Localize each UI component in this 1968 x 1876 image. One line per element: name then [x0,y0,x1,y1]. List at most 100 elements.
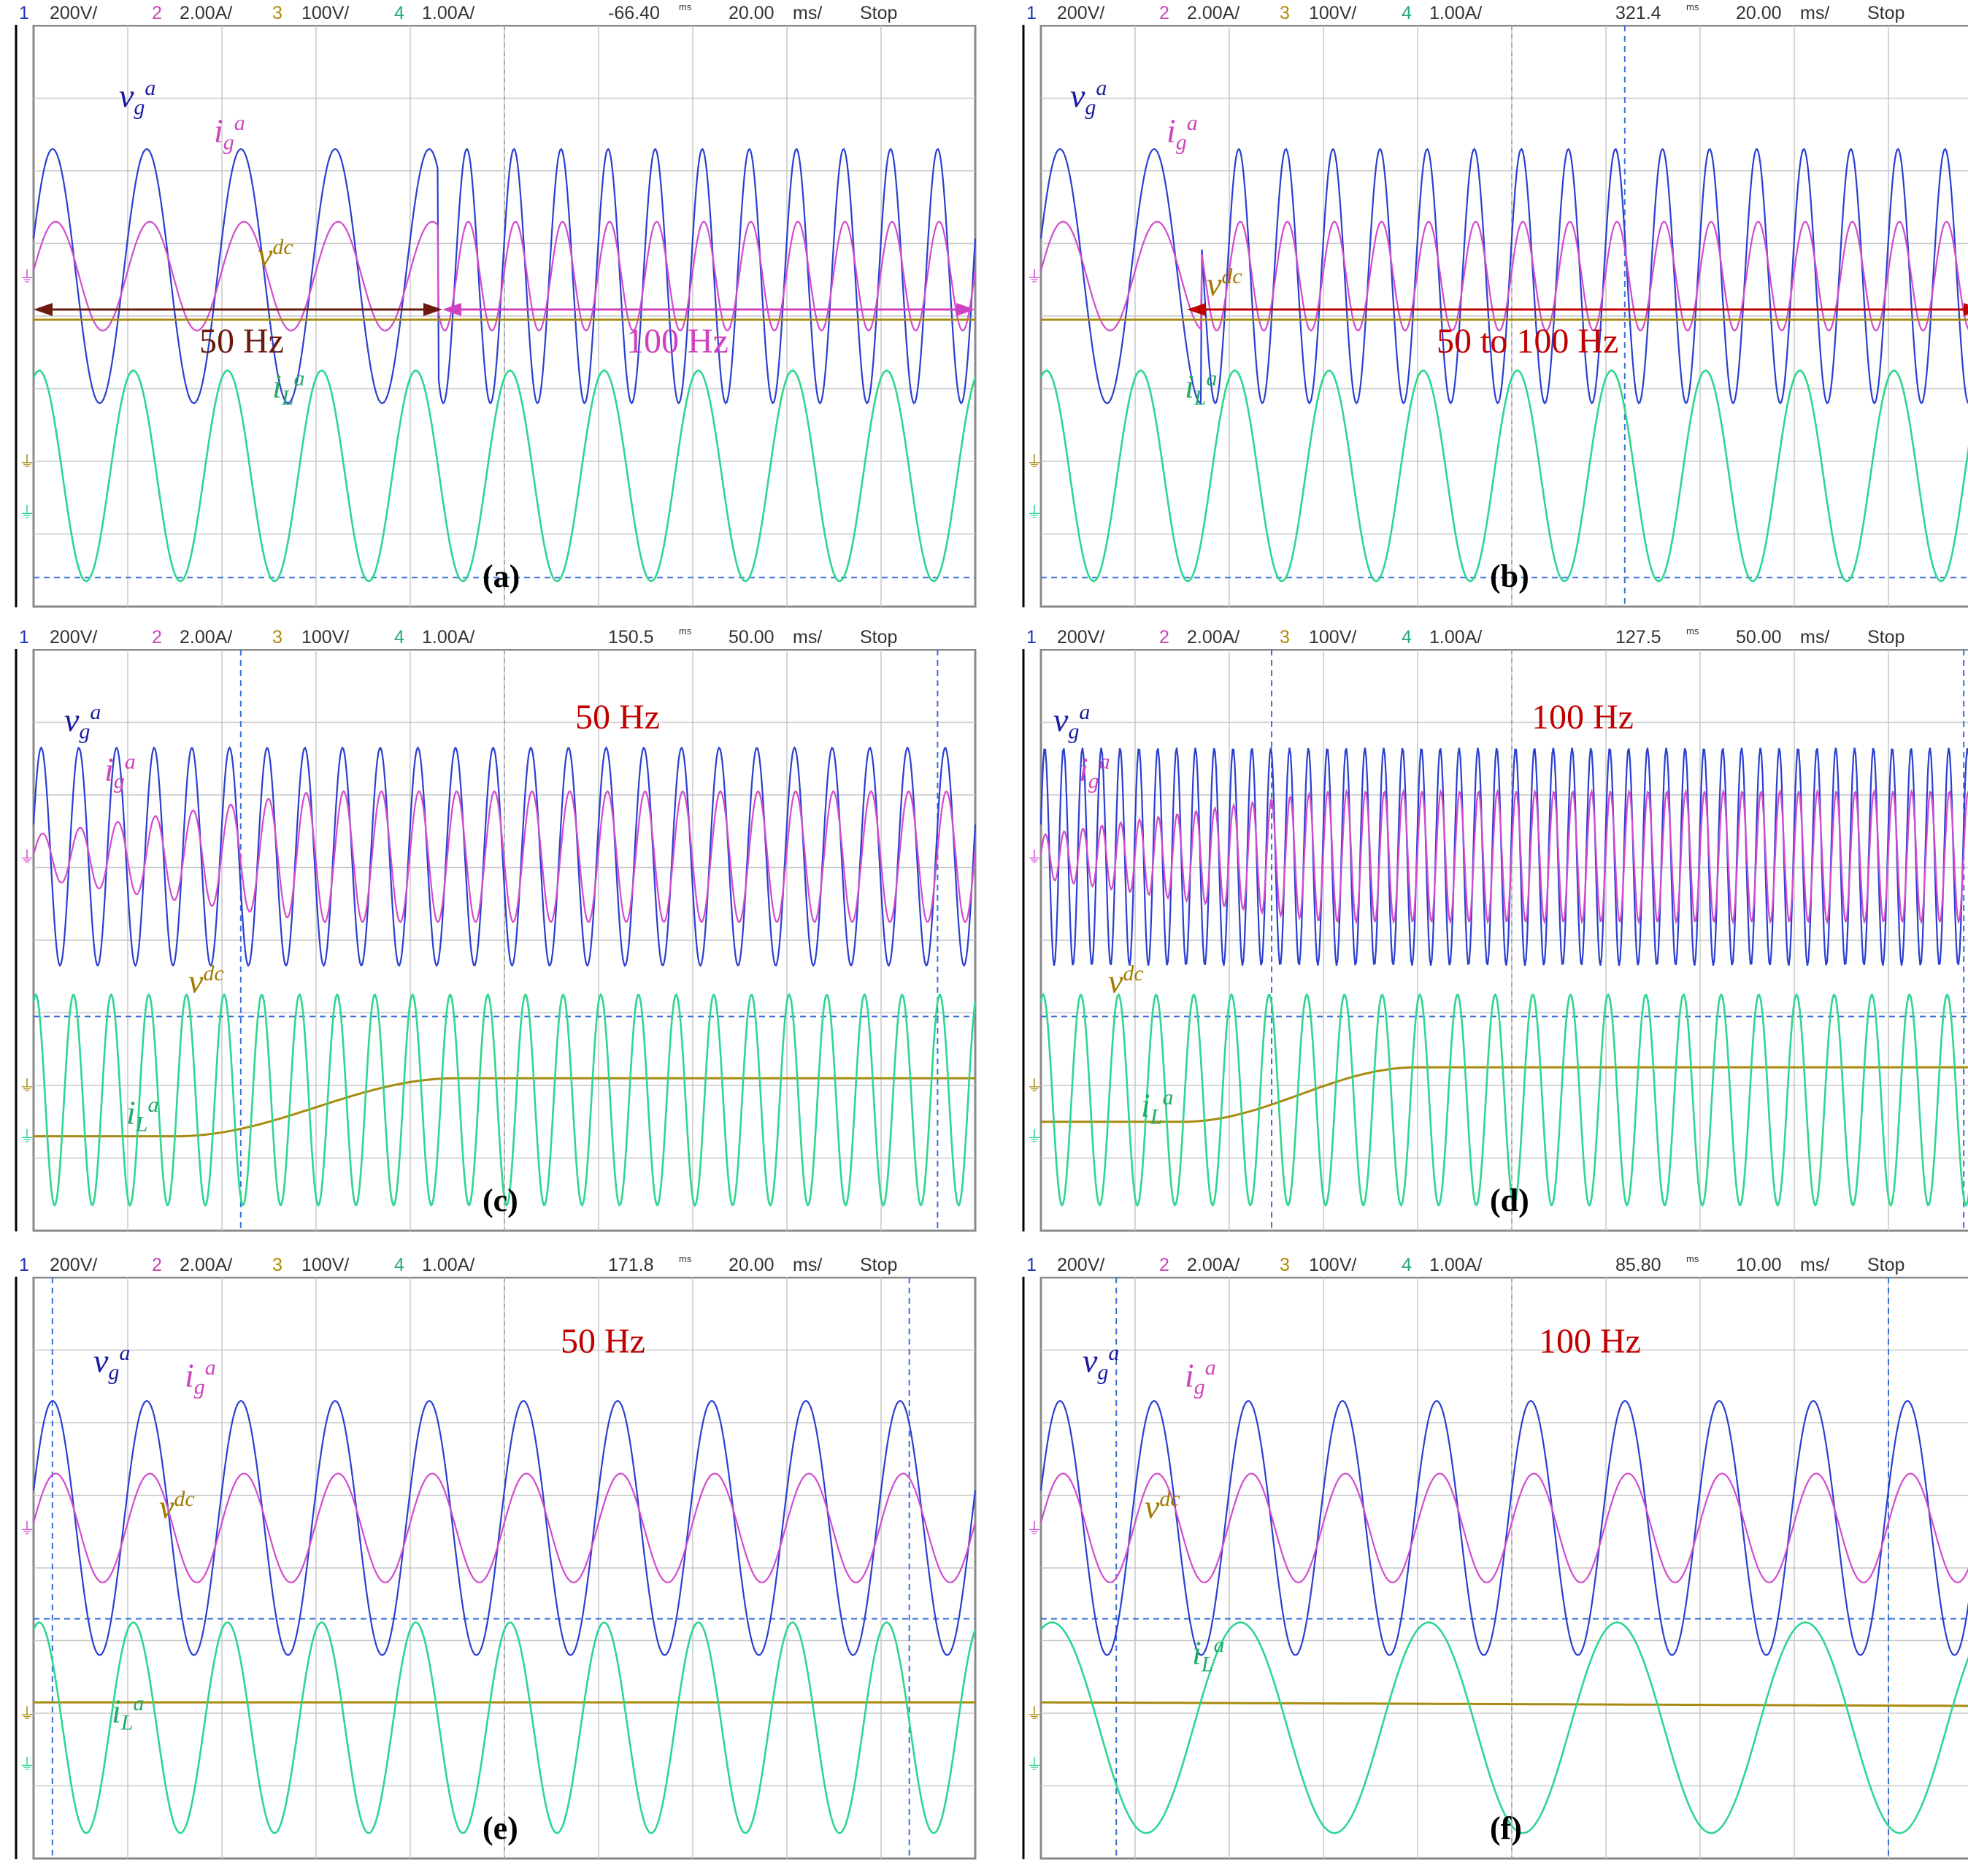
series-ig-trace [32,790,977,923]
label-ig-base: i [1166,112,1176,150]
scope-header: 1 200V/2 2.00A/3 100V/4 1.00A/85.80 ms 10.00 ms… [1020,1252,1968,1277]
series-ig-trace [32,220,977,332]
channel-ground-marker: ⏚ [1026,453,1042,471]
scope-panel-b: 1 200V/2 2.00A/3 100V/4 1.00A/321.4 ms 20.00 ms… [1020,0,1968,613]
arrow-head-left [34,303,53,316]
label-vg-base: v [93,1342,109,1380]
ch3-scale: 100V/ [1309,3,1357,23]
label-ig: iga [214,112,245,154]
frequency-annotation: 100 Hz [1539,1322,1641,1361]
scope-panel-c: 1 200V/2 2.00A/3 100V/4 1.00A/150.5 ms 50.00 ms… [13,624,977,1237]
label-ig-sup: a [1204,1356,1216,1380]
channel-ground-marker: ⏚ [1026,504,1042,522]
label-vdc: vdc [159,1488,195,1523]
channel-ground-marker: ⏚ [19,453,35,471]
ch2-scale: 2.00A/ [1187,1255,1240,1275]
scope-header: 1 200V/2 2.00A/3 100V/4 1.00A/ -66.40 ms 20.00 m… [13,0,977,25]
series-il-trace [1039,369,1968,583]
label-vdc: vdc [1145,1488,1180,1523]
label-il-base: i [1192,1634,1202,1672]
trigger-position: 150.5 [608,627,654,647]
trigger-position-unit: ms [1686,1,1699,12]
label-vg-sup: a [1108,1341,1120,1365]
timebase-unit: ms/ [793,1255,823,1275]
label-vg-base: v [1070,77,1085,115]
ch2-number: 2 [1159,1255,1169,1275]
ch2-scale: 2.00A/ [180,627,233,647]
label-il: iLa [1185,368,1217,410]
ch4-scale: 1.00A/ [422,627,475,647]
label-ig-sub: g [1175,130,1187,155]
ch2-scale: 2.00A/ [180,3,233,23]
label-vg-base: v [64,701,80,739]
trigger-position: 127.5 [1615,627,1661,647]
timebase-unit: ms/ [793,3,823,23]
label-vg-sup: a [1096,76,1107,100]
oscilloscope-plot: ⏚ ⏚ ⏚ [1022,649,1968,1232]
timebase: 50.00 [729,627,774,647]
label-vg-sup: a [145,76,156,100]
scope-header: 1 200V/2 2.00A/3 100V/4 1.00A/321.4 ms 20.00 ms… [1020,0,1968,25]
scope-header: 1 200V/2 2.00A/3 100V/4 1.00A/150.5 ms 50.00 ms… [13,624,977,649]
ch3-scale: 100V/ [301,1255,350,1275]
ch2-number: 2 [1159,3,1169,23]
label-il: iLa [1141,1087,1173,1129]
series-il-trace [1040,1621,1968,1834]
label-il-base: i [112,1692,121,1730]
label-vdc-base: v [1207,265,1222,303]
label-vg: vga [119,77,155,119]
series-vg-trace [1039,147,1968,405]
trigger-position-unit: ms [679,626,692,637]
label-il-sub: L [1201,1652,1214,1677]
label-ig-sup: a [1186,111,1198,135]
panel-caption: (a) [483,558,520,594]
ch1-number: 1 [1026,3,1037,23]
label-ig-base: i [1185,1356,1194,1394]
label-il-sup: a [133,1691,145,1715]
series-il-trace [1039,993,1968,1207]
ch4-scale: 1.00A/ [422,1255,475,1275]
label-ig-sub: g [1088,769,1099,793]
ch1-number: 1 [1026,1255,1037,1275]
ch1-scale: 200V/ [1057,627,1105,647]
label-vdc-base: v [1145,1488,1160,1526]
ch3-number: 3 [272,3,282,23]
label-vdc-sup: dc [174,1487,195,1511]
label-vg-sup: a [90,700,101,724]
ch1-scale: 200V/ [1057,3,1105,23]
series-il-trace [32,369,977,583]
channel-ground-marker: ⏚ [19,267,35,285]
ch4-scale: 1.00A/ [1429,3,1483,23]
label-vdc: vdc [258,237,293,272]
ch4-number: 4 [1402,3,1412,23]
frequency-annotation: 50 Hz [575,698,660,737]
label-vg: vga [64,701,101,743]
label-ig-sub: g [193,1375,205,1399]
channel-ground-marker: ⏚ [1026,848,1042,866]
label-il-sub: L [120,1710,134,1735]
frequency-annotation: 100 Hz [626,322,729,361]
channel-ground-marker: ⏚ [1026,1128,1042,1146]
channel-ground-marker: ⏚ [19,504,35,522]
ch2-number: 2 [1159,627,1169,647]
label-il: iLa [272,368,304,410]
run-status: Stop [860,1255,898,1275]
frequency-annotation: 50 Hz [561,1322,645,1361]
channel-ground-marker: ⏚ [1026,1077,1042,1095]
oscilloscope-plot: ⏚ ⏚ ⏚ [15,649,977,1232]
label-vdc-base: v [258,236,273,274]
arrow-head-left [442,303,461,316]
label-vg-sub: g [134,95,145,120]
ch1-number: 1 [19,627,29,647]
label-vg-base: v [1053,701,1069,739]
label-vdc: vdc [188,963,224,998]
channel-ground-marker: ⏚ [19,1756,35,1774]
trigger-position: -66.40 [608,3,660,23]
panel-caption: (e) [483,1810,518,1846]
label-ig-sup: a [1099,750,1110,774]
label-ig: iga [1079,751,1110,793]
channel-ground-marker: ⏚ [19,1519,35,1537]
label-il-base: i [1141,1086,1150,1124]
series-vg-trace [32,746,977,967]
channel-ground-marker: ⏚ [19,848,35,866]
